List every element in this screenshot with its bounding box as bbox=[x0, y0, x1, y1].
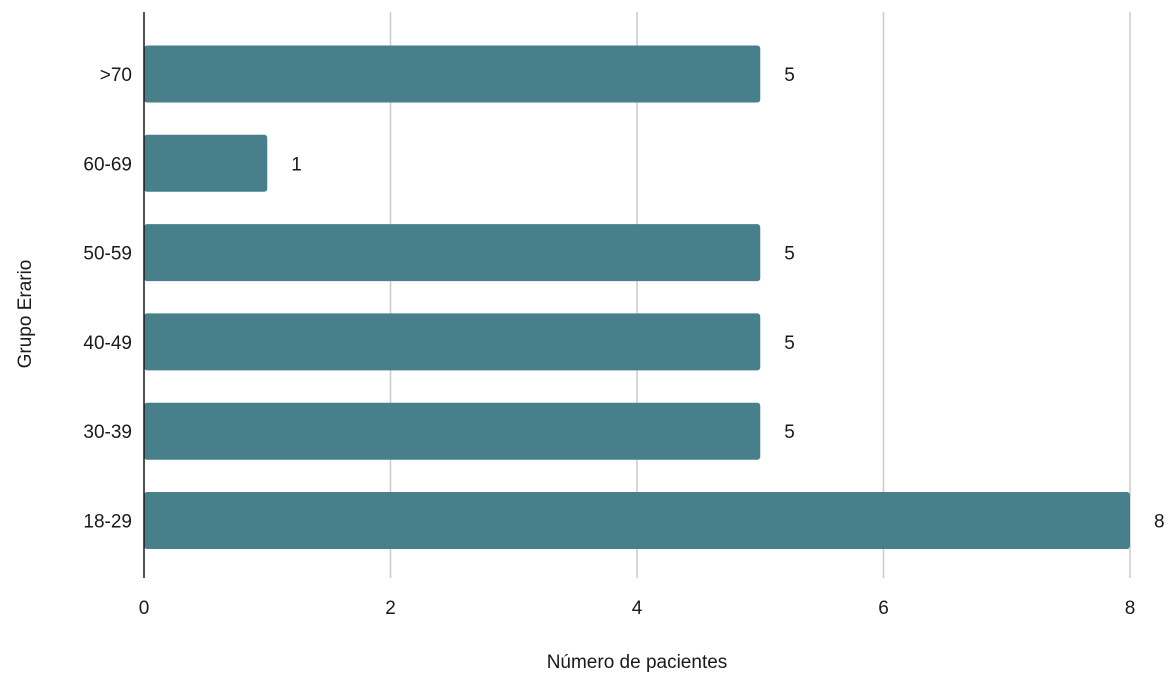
y-tick-label: 60-69 bbox=[83, 154, 132, 175]
y-axis-tick-labels: 18-29 30-39 40-49 50-59 60-69 >70 bbox=[83, 65, 132, 533]
y-axis-title: Grupo Erario bbox=[15, 260, 36, 369]
bar bbox=[144, 45, 761, 103]
data-label: 5 bbox=[784, 65, 795, 86]
x-axis-title: Número de pacientes bbox=[547, 652, 728, 673]
data-label: 1 bbox=[291, 154, 302, 175]
data-label: 5 bbox=[784, 422, 795, 443]
data-label: 5 bbox=[784, 244, 795, 265]
data-label: 8 bbox=[1154, 512, 1165, 533]
x-axis-tick-labels: 0 2 4 6 8 bbox=[139, 598, 1136, 619]
y-tick-label: 40-49 bbox=[83, 333, 132, 354]
bar bbox=[144, 224, 761, 282]
x-tick-label: 0 bbox=[139, 598, 150, 619]
bar bbox=[144, 492, 1130, 549]
x-tick-label: 8 bbox=[1125, 598, 1136, 619]
x-tick-label: 6 bbox=[878, 598, 889, 619]
x-tick-label: 2 bbox=[385, 598, 396, 619]
y-tick-label: 30-39 bbox=[83, 422, 132, 443]
data-labels: 8 5 5 5 1 5 bbox=[291, 65, 1164, 533]
y-tick-label: >70 bbox=[100, 65, 132, 86]
data-label: 5 bbox=[784, 333, 795, 354]
bar bbox=[144, 134, 268, 192]
gridlines bbox=[389, 12, 1131, 578]
bars bbox=[144, 45, 1130, 549]
bar bbox=[144, 313, 761, 371]
y-tick-label: 18-29 bbox=[83, 512, 132, 533]
y-tick-label: 50-59 bbox=[83, 244, 132, 265]
bar bbox=[144, 402, 761, 460]
x-tick-label: 4 bbox=[632, 598, 643, 619]
